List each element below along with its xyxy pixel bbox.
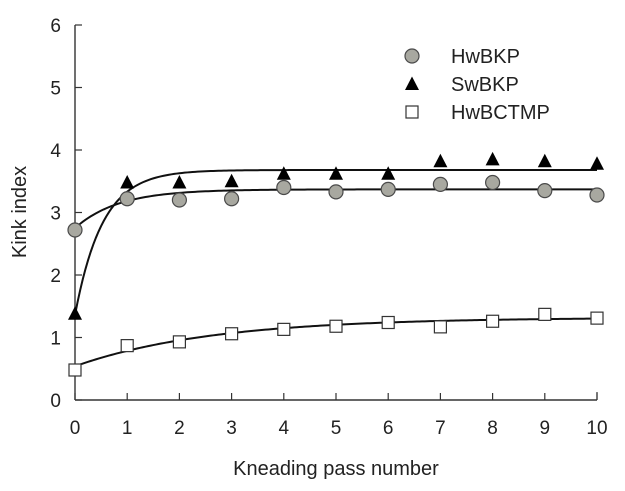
data-point-swbkp bbox=[485, 151, 500, 166]
legend-marker-hwbkp bbox=[404, 48, 420, 64]
y-tick-label: 5 bbox=[50, 79, 61, 100]
data-point-hwbctmp bbox=[433, 320, 447, 334]
data-point-swbkp bbox=[120, 175, 135, 189]
data-point-hwbkp bbox=[119, 191, 135, 207]
x-tick-label: 9 bbox=[540, 418, 551, 439]
data-point-hwbkp bbox=[171, 192, 187, 208]
data-point-swbkp bbox=[537, 153, 552, 168]
x-tick-label: 0 bbox=[70, 418, 81, 439]
data-point-hwbctmp bbox=[68, 363, 82, 377]
data-point-hwbkp bbox=[67, 222, 83, 238]
data-point-swbkp bbox=[276, 166, 291, 180]
y-tick-label: 3 bbox=[50, 204, 61, 225]
data-point-hwbctmp bbox=[590, 311, 604, 325]
y-tick-label: 4 bbox=[50, 141, 61, 162]
y-tick-label: 1 bbox=[50, 329, 61, 350]
y-tick-label: 6 bbox=[50, 16, 61, 37]
x-tick-label: 4 bbox=[279, 418, 290, 439]
y-axis-label: Kink index bbox=[9, 166, 31, 258]
data-point-hwbctmp bbox=[277, 322, 291, 336]
plot-area: 0 1 2 3 4 5 6 0 1 2 3 4 5 6 7 8 9 10 HwBKP SwBKP HwBCTMP bbox=[50, 16, 607, 439]
x-tick-label: 5 bbox=[331, 418, 342, 439]
data-point-swbkp bbox=[590, 156, 604, 170]
legend-label: HwBKP bbox=[451, 46, 520, 68]
data-point-swbkp bbox=[329, 166, 343, 180]
x-tick-label: 7 bbox=[435, 418, 446, 439]
data-point-hwbctmp bbox=[172, 335, 186, 349]
legend-marker-hwbctmp bbox=[405, 105, 419, 119]
data-point-swbkp bbox=[68, 306, 82, 320]
legend-label: SwBKP bbox=[451, 74, 519, 96]
x-tick-label: 3 bbox=[226, 418, 237, 439]
data-point-swbkp bbox=[381, 166, 396, 180]
data-point-hwbkp bbox=[537, 183, 553, 199]
data-point-hwbkp bbox=[276, 179, 292, 196]
legend-marker-swbkp bbox=[405, 76, 419, 90]
legend-label: HwBCTMP bbox=[451, 102, 550, 124]
x-axis-label: Kneading pass number bbox=[233, 458, 439, 480]
data-point-hwbkp bbox=[589, 187, 605, 203]
data-point-hwbkp bbox=[328, 184, 344, 200]
data-point-swbkp bbox=[172, 175, 187, 189]
y-tick-label: 2 bbox=[50, 266, 61, 287]
x-tick-label: 10 bbox=[586, 418, 607, 439]
data-point-swbkp bbox=[224, 173, 239, 188]
data-point-hwbctmp bbox=[225, 327, 239, 341]
x-tick-label: 8 bbox=[487, 418, 498, 439]
data-point-hwbctmp bbox=[120, 339, 134, 353]
x-tick-label: 1 bbox=[122, 418, 133, 439]
data-point-hwbkp bbox=[224, 191, 240, 207]
data-point-hwbkp bbox=[380, 181, 396, 197]
data-point-hwbctmp bbox=[538, 307, 552, 321]
data-point-hwbctmp bbox=[329, 319, 343, 333]
x-tick-label: 2 bbox=[174, 418, 185, 439]
y-tick-label: 0 bbox=[50, 391, 61, 412]
data-point-hwbctmp bbox=[486, 314, 500, 328]
x-tick-label: 6 bbox=[383, 418, 394, 439]
data-point-swbkp bbox=[433, 153, 448, 168]
data-point-hwbctmp bbox=[381, 315, 395, 330]
data-point-hwbkp bbox=[432, 176, 448, 192]
data-point-hwbkp bbox=[485, 174, 501, 191]
